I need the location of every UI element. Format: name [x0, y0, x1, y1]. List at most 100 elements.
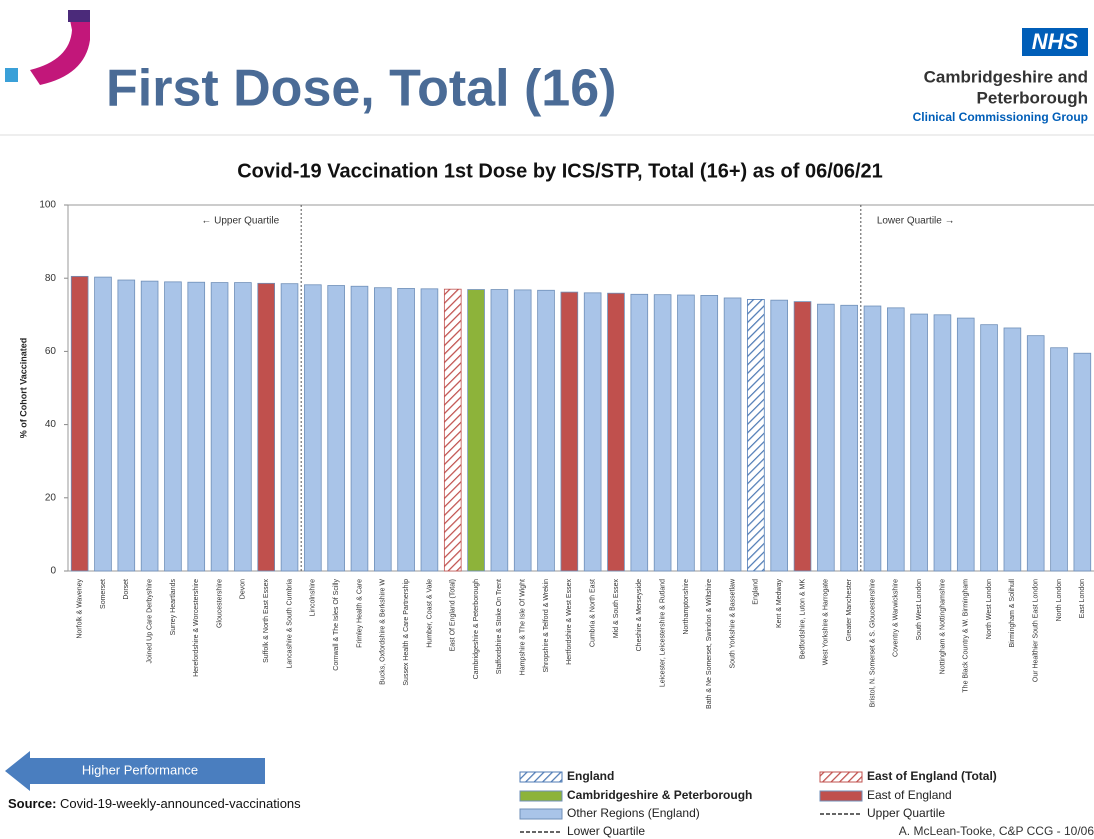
bar	[653, 294, 672, 572]
bar	[933, 314, 952, 572]
x-tick-label: Birmingham & Solihull	[1009, 579, 1016, 648]
x-tick-label: North West London	[986, 579, 993, 639]
x-tick-label: Bucks, Oxfordshire & Berkshire W	[380, 579, 387, 685]
credit: A. McLean-Tooke, C&P CCG - 10/06	[899, 824, 1094, 838]
slide-title: First Dose, Total (16)	[106, 60, 616, 118]
org-subtitle: Clinical Commissioning Group	[913, 110, 1088, 124]
source: Source: Covid-19-weekly-announced-vaccin…	[8, 796, 301, 811]
legend-label: Cambridgeshire & Peterborough	[567, 788, 752, 802]
x-tick-label: Herefordshire & Worcestershire	[193, 579, 200, 677]
bar	[140, 280, 159, 572]
x-tick-label: Northamptonshire	[683, 579, 690, 635]
x-tick-label: Cornwall & The Isles Of Scilly	[333, 579, 340, 671]
bar	[723, 297, 742, 572]
bar	[630, 293, 649, 572]
x-tick-label: Somerset	[100, 579, 107, 609]
x-tick-label: Dorset	[123, 579, 130, 600]
legend-label: Other Regions (England)	[567, 806, 700, 820]
x-tick-label: Lancashire & South Cumbria	[286, 579, 293, 669]
legend-swatch	[519, 808, 563, 820]
bar	[327, 285, 345, 572]
x-tick-label: Cheshire & Merseyside	[636, 579, 643, 651]
bar	[910, 313, 928, 572]
x-tick-label: Norfolk & Waveney	[77, 579, 84, 639]
y-axis-label: % of Cohort Vaccinated	[18, 338, 28, 439]
x-tick-label: Greater Manchester	[846, 578, 853, 641]
bar	[1003, 327, 1022, 572]
bar	[164, 281, 182, 572]
y-tick-label: 40	[45, 419, 57, 430]
org-name: Peterborough	[977, 88, 1088, 107]
bar	[257, 282, 275, 572]
bar	[583, 292, 602, 572]
nhs-logo: NHS	[1032, 29, 1079, 54]
x-tick-label: Bedfordshire, Luton & MK	[799, 579, 806, 659]
legend-label: Upper Quartile	[867, 806, 945, 820]
x-tick-label: Cambridgeshire & Peterborough	[473, 579, 480, 679]
bar	[980, 324, 998, 572]
x-tick-label: Surrey Heartlands	[170, 579, 177, 636]
x-tick-label: Coventry & Warwickshire	[893, 579, 900, 657]
arrow-label: Higher Performance	[82, 762, 198, 777]
bar	[537, 289, 555, 572]
bar	[607, 292, 625, 572]
y-tick-label: 0	[50, 566, 56, 577]
bar	[70, 275, 89, 572]
chart-title: Covid-19 Vaccination 1st Dose by ICS/STP…	[237, 160, 883, 182]
x-tick-label: Frimley Health & Care	[356, 579, 363, 648]
bar	[747, 299, 765, 572]
x-tick-label: Kent & Medway	[776, 579, 783, 629]
logo-square	[5, 68, 18, 82]
bar	[817, 303, 835, 572]
x-tick-label: Nottingham & Nottinghamshire	[939, 579, 946, 674]
x-tick-label: Our Healthier South East London	[1033, 579, 1040, 682]
bar	[1026, 335, 1045, 572]
x-tick-label: Bristol, N. Somerset & S. Gloucestershir…	[869, 579, 876, 707]
x-tick-label: Shropshire & Telford & Wrekin	[543, 579, 550, 673]
x-tick-label: Humber, Coast & Vale	[426, 579, 433, 648]
logo-top	[68, 10, 90, 22]
x-tick-label: Leicester, Leicestershire & Rutland	[659, 579, 666, 687]
quartile-label: Lower Quartile →	[877, 216, 955, 227]
x-tick-label: Sussex Health & Care Partnership	[403, 579, 410, 686]
bar	[234, 282, 252, 572]
bar	[490, 289, 509, 572]
x-tick-label: Bath & Ne Somerset, Swindon & Wiltshire	[706, 579, 713, 709]
x-tick-label: Suffolk & North East Essex	[263, 579, 270, 663]
logo-swoosh	[30, 10, 90, 85]
bar	[443, 288, 462, 572]
bar	[94, 276, 112, 572]
bar	[1050, 347, 1068, 572]
x-tick-label: North London	[1056, 579, 1063, 622]
legend-swatch	[519, 771, 563, 783]
bar	[793, 301, 812, 572]
x-tick-label: Cumbria & North East	[590, 579, 597, 647]
legend-label: East of England (Total)	[867, 769, 997, 783]
x-tick-label: Hampshire & The Isle Of Wight	[520, 579, 527, 675]
nhs-logo-box	[1022, 28, 1088, 56]
bar	[700, 295, 719, 572]
bar	[840, 304, 858, 572]
org-name: Cambridgeshire and	[924, 67, 1088, 86]
legend-label: East of England	[867, 788, 952, 802]
x-tick-label: South Yorkshire & Bassetlaw	[729, 578, 736, 668]
bar	[887, 307, 905, 572]
bar	[397, 288, 415, 572]
bar	[210, 282, 229, 572]
x-tick-label: Joined Up Care Derbyshire	[146, 579, 153, 664]
source-label: Source:	[8, 796, 56, 811]
x-tick-label: Mid & South Essex	[613, 579, 620, 639]
bar	[956, 317, 975, 572]
x-tick-label: East Of England (Total)	[450, 579, 457, 651]
x-tick-label: South West London	[916, 579, 923, 640]
legend-swatch	[819, 771, 863, 783]
bar	[304, 284, 322, 572]
bar	[560, 291, 579, 572]
legend-label: England	[567, 769, 614, 783]
performance-arrow	[5, 751, 265, 791]
quartile-label: ← Upper Quartile	[201, 216, 279, 227]
bar	[374, 287, 392, 572]
x-tick-label: England	[753, 579, 760, 605]
legend-label: Lower Quartile	[567, 824, 645, 838]
